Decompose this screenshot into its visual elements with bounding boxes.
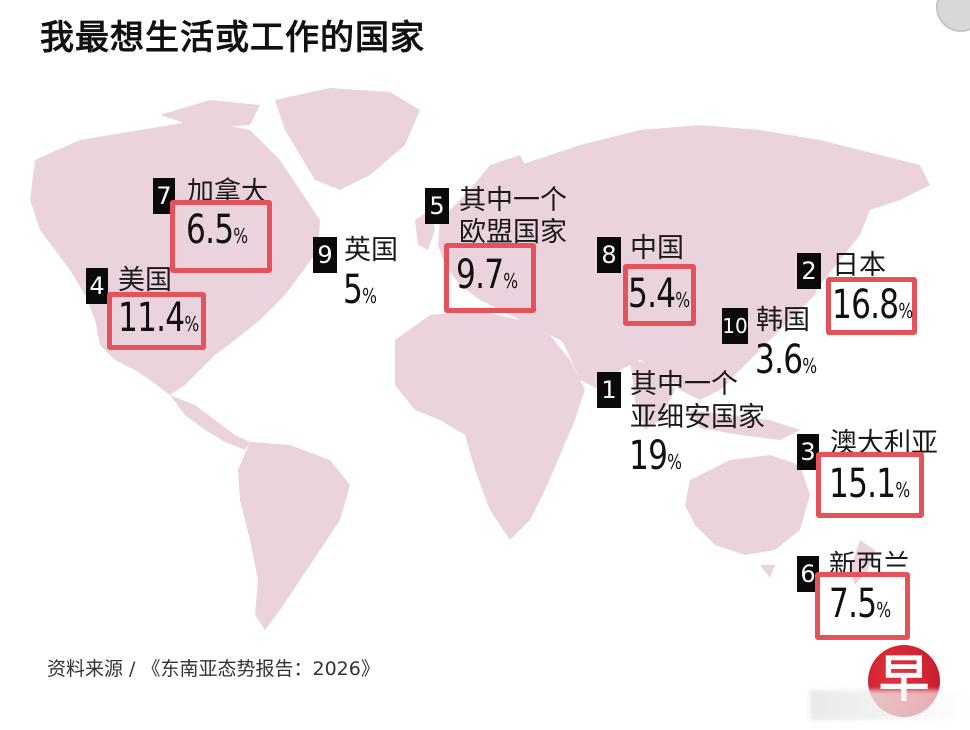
country-name: 韩国 — [756, 305, 810, 336]
country-value: 19% — [629, 433, 682, 479]
rank-badge: 4 — [86, 268, 108, 304]
country-name: 英国 — [344, 235, 398, 266]
rank-badge: 9 — [313, 237, 337, 273]
north-america-shape — [30, 120, 320, 395]
country-name-line1: 其中一个 — [630, 369, 738, 400]
highlight-box — [170, 200, 272, 273]
highlight-box — [444, 243, 536, 313]
country-value: 5.4% — [628, 271, 691, 317]
central-america-shape — [170, 395, 250, 450]
highlight-box — [623, 264, 696, 326]
rank-badge: 1 — [597, 372, 621, 408]
country-name: 美国 — [118, 265, 172, 296]
arctic-islands-shape — [160, 100, 260, 128]
greenland-shape — [275, 88, 420, 190]
country-name: 日本 — [832, 250, 886, 281]
country-value: 15.1% — [829, 461, 911, 507]
africa-shape — [395, 310, 585, 540]
world-map — [30, 88, 930, 630]
rank-badge: 3 — [797, 434, 819, 470]
eurasia-shape — [438, 125, 930, 400]
country-value: 7.5% — [829, 581, 892, 627]
country-value: 5% — [343, 267, 377, 313]
rank-badge: 5 — [425, 188, 449, 224]
highlight-box — [826, 277, 917, 335]
highlight-box — [107, 292, 206, 350]
india-shape — [630, 360, 675, 430]
avatar[interactable] — [936, 0, 970, 32]
south-america-shape — [238, 442, 350, 630]
country-value: 3.6% — [755, 337, 818, 383]
australia-shape — [685, 455, 810, 555]
scandinavia-shape — [470, 155, 530, 210]
rank-badge: 10 — [722, 308, 748, 344]
country-name-line2: 亚细安国家 — [630, 402, 765, 433]
tasmania-shape — [760, 565, 775, 578]
watermark — [810, 690, 970, 720]
country-value: 11.4% — [118, 295, 200, 341]
page-title: 我最想生活或工作的国家 — [40, 18, 425, 58]
country-name: 中国 — [630, 233, 684, 264]
rank-badge: 7 — [153, 178, 175, 214]
source-caption: 资料来源 / 《东南亚态势报告：2026》 — [47, 658, 380, 680]
country-value: 16.8% — [832, 282, 914, 328]
rank-badge: 6 — [797, 556, 819, 592]
country-value: 9.7% — [456, 252, 519, 298]
rank-badge: 2 — [797, 253, 821, 289]
se-asia-islands-shape — [690, 410, 800, 440]
rank-badge: 8 — [597, 237, 621, 273]
highlight-box — [815, 572, 910, 640]
highlight-box — [816, 452, 924, 518]
country-name-line1: 其中一个 — [459, 185, 567, 216]
country-value: 6.5% — [186, 207, 249, 253]
country-name-line2: 欧盟国家 — [459, 217, 567, 248]
